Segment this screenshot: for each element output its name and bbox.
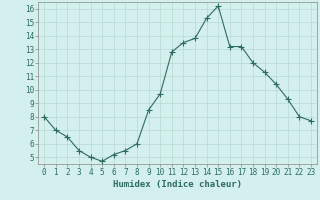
X-axis label: Humidex (Indice chaleur): Humidex (Indice chaleur)	[113, 180, 242, 189]
